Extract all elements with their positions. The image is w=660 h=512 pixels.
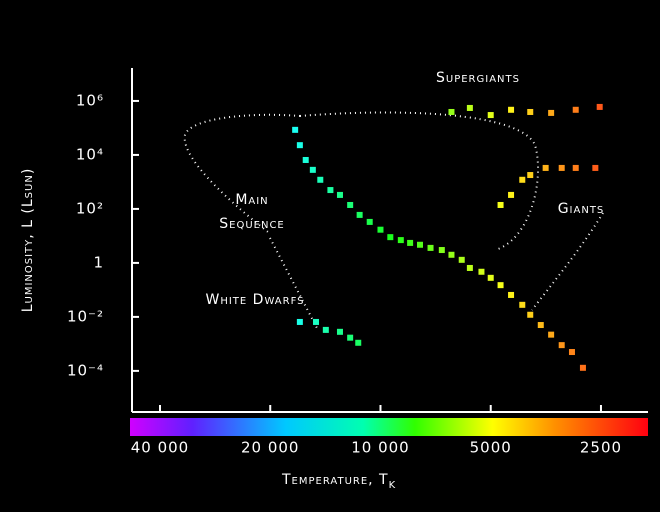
y-tick-label: 10⁻⁴	[67, 361, 104, 379]
star	[296, 318, 303, 325]
star	[487, 112, 494, 119]
star	[336, 328, 343, 335]
x-axis-label-main: Temperature, T	[281, 472, 389, 488]
star	[537, 322, 544, 329]
star	[377, 226, 384, 233]
annotation: White Dwarfs	[205, 292, 304, 308]
star	[448, 251, 455, 258]
x-tick-label: 5000	[470, 439, 512, 457]
y-axis-label: Luminosity, L (Lsun)	[20, 168, 36, 313]
star	[558, 164, 565, 171]
x-tick-label: 10 000	[351, 439, 410, 457]
star	[527, 108, 534, 115]
star	[579, 364, 586, 371]
star	[296, 142, 303, 149]
star	[592, 164, 599, 171]
star	[527, 311, 534, 318]
supergiant-outline	[183, 111, 539, 251]
star	[322, 326, 329, 333]
star	[568, 349, 575, 356]
star	[572, 106, 579, 113]
star	[336, 191, 343, 198]
star	[458, 256, 465, 263]
star	[497, 201, 504, 208]
star	[355, 339, 362, 346]
annotation: Sequence	[219, 216, 285, 232]
star	[596, 103, 603, 110]
star	[508, 106, 515, 113]
x-tick-label: 20 000	[241, 439, 300, 457]
star	[478, 268, 485, 275]
star	[542, 164, 549, 171]
y-tick-label: 10²	[76, 199, 104, 217]
y-tick-label: 1	[93, 253, 104, 271]
annotation: Supergiants	[436, 70, 520, 86]
star	[438, 247, 445, 254]
star	[466, 104, 473, 111]
star	[302, 156, 309, 163]
y-tick-label: 10⁶	[76, 91, 104, 109]
color-bar	[130, 418, 648, 436]
star	[548, 109, 555, 116]
x-tick-label: 40 000	[131, 439, 190, 457]
star	[466, 264, 473, 271]
star	[572, 164, 579, 171]
y-tick-label: 10⁴	[76, 145, 104, 163]
y-tick-label: 10⁻²	[67, 307, 104, 325]
star	[309, 166, 316, 173]
star	[347, 334, 354, 341]
star	[519, 176, 526, 183]
star	[312, 318, 319, 325]
star	[347, 201, 354, 208]
star	[558, 342, 565, 349]
star	[397, 237, 404, 244]
x-axis-label-sub: K	[389, 480, 397, 491]
star	[427, 244, 434, 251]
star	[317, 176, 324, 183]
star	[356, 211, 363, 218]
star	[327, 187, 334, 194]
annotation: Giants	[558, 201, 605, 217]
star	[487, 274, 494, 281]
star	[366, 218, 373, 225]
star	[387, 234, 394, 241]
star	[519, 301, 526, 308]
star	[548, 331, 555, 338]
star	[292, 126, 299, 133]
region-outlines	[183, 111, 604, 331]
star	[527, 172, 534, 179]
star	[508, 291, 515, 298]
annotation: Main	[235, 192, 268, 208]
x-axis-label: Temperature, TK	[281, 472, 396, 491]
star	[497, 282, 504, 289]
star	[508, 191, 515, 198]
star	[407, 239, 414, 246]
star	[416, 241, 423, 248]
star	[448, 108, 455, 115]
x-tick-label: 2500	[580, 439, 622, 457]
